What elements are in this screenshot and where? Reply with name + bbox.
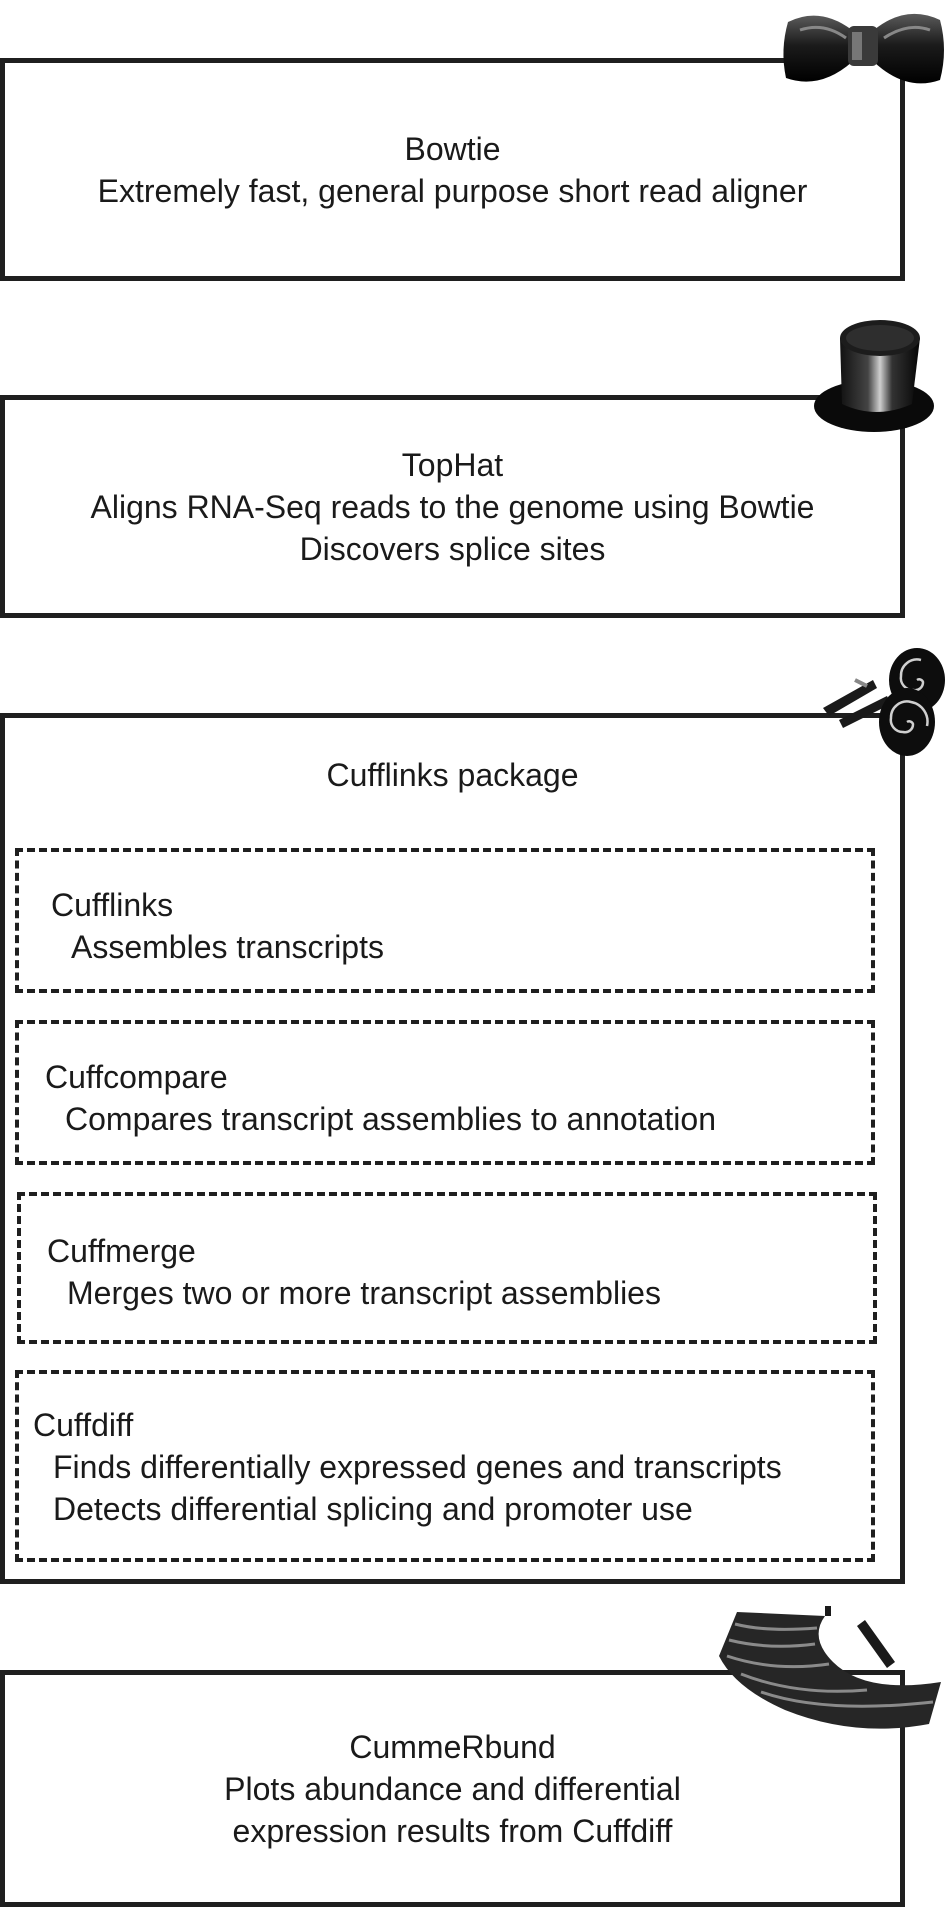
cummerbund-box: CummeRbund Plots abundance and different… [0, 1670, 905, 1907]
bowtie-icon [783, 13, 944, 84]
cummerbund-line-2: expression results from Cuffdiff [232, 1812, 673, 1849]
cuffdiff-tool-line-1: Finds differentially expressed genes and… [53, 1449, 782, 1485]
bowtie-title: Bowtie [404, 130, 501, 167]
cufflinks-package-box: Cufflinks package Cufflinks Assembles tr… [0, 713, 905, 1584]
cuffcompare-tool-box: Cuffcompare Compares transcript assembli… [15, 1020, 875, 1165]
cummerbund-line-1: Plots abundance and differential [224, 1770, 681, 1807]
tophat-line-1: Aligns RNA-Seq reads to the genome using… [90, 488, 815, 525]
cufflinks-tool-line-1: Assembles transcripts [71, 929, 384, 965]
top-hat-icon [814, 320, 934, 432]
cuffcompare-tool-name: Cuffcompare [45, 1059, 228, 1095]
bowtie-description: Extremely fast, general purpose short re… [97, 172, 808, 209]
cuffdiff-tool-line-2: Detects differential splicing and promot… [53, 1491, 693, 1527]
tophat-line-2: Discovers splice sites [299, 530, 606, 567]
bowtie-box: Bowtie Extremely fast, general purpose s… [0, 58, 905, 281]
cufflinks-tool-name: Cufflinks [51, 887, 174, 923]
cuffdiff-tool-name: Cuffdiff [33, 1407, 134, 1443]
cuffdiff-tool-box: Cuffdiff Finds differentially expressed … [15, 1370, 875, 1562]
cufflinks-package-title: Cufflinks package [326, 757, 579, 793]
cummerbund-icon [719, 1606, 941, 1729]
cufflinks-icon [823, 648, 945, 756]
cufflinks-tool-box: Cufflinks Assembles transcripts [15, 848, 875, 993]
cummerbund-title: CummeRbund [349, 1728, 556, 1765]
cuffmerge-tool-line-1: Merges two or more transcript assemblies [67, 1275, 661, 1311]
cuffmerge-tool-box: Cuffmerge Merges two or more transcript … [17, 1192, 877, 1344]
cuffmerge-tool-name: Cuffmerge [47, 1233, 196, 1269]
cuffcompare-tool-line-1: Compares transcript assemblies to annota… [65, 1101, 716, 1137]
tophat-title: TopHat [401, 446, 504, 483]
tophat-box: TopHat Aligns RNA-Seq reads to the genom… [0, 395, 905, 618]
